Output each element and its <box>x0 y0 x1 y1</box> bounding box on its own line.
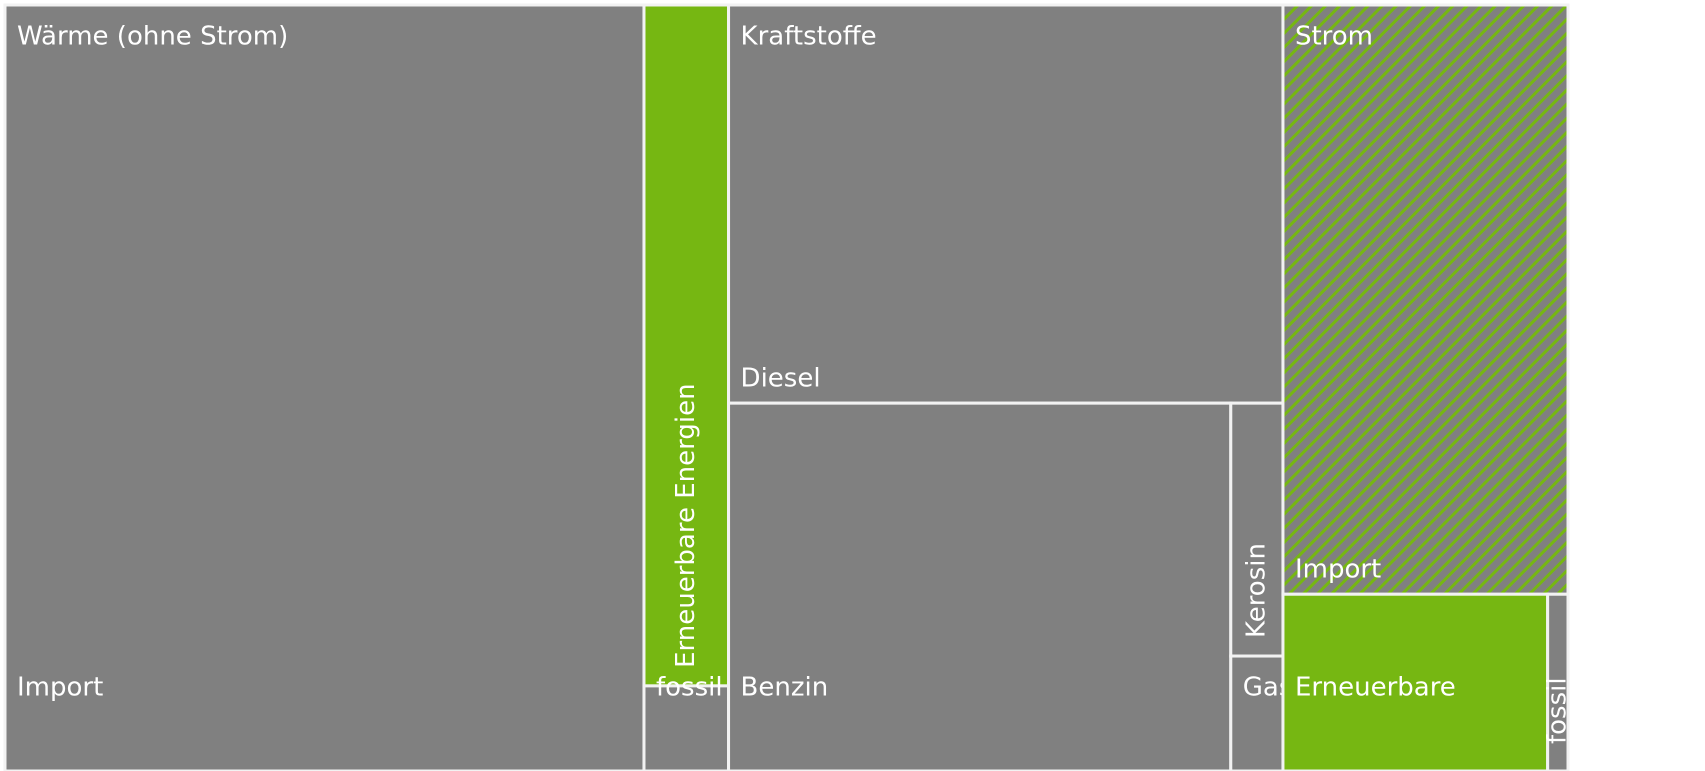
group-label: Wärme (ohne Strom) <box>17 22 288 52</box>
group-label: Strom <box>1295 22 1373 52</box>
group-label: Kraftstoffe <box>741 22 877 52</box>
treemap-tile <box>642 684 731 771</box>
treemap-tile <box>1229 654 1285 771</box>
treemap-tile <box>1281 592 1550 771</box>
tile-label: Benzin <box>741 673 829 703</box>
treemap-tile <box>3 3 646 771</box>
treemap-tile <box>642 3 731 688</box>
tile-label: fossil <box>656 673 723 703</box>
tile-label: Import <box>17 673 103 703</box>
treemap-tile <box>1281 3 1570 596</box>
tile-label: fossil <box>1542 677 1572 744</box>
tile-label: Diesel <box>741 364 821 394</box>
treemap-tile <box>1546 592 1570 771</box>
tile-label: Kerosin <box>1241 543 1271 638</box>
tile-label: Import <box>1295 555 1381 585</box>
tile-label: Erneuerbare Energien <box>671 383 701 667</box>
treemap-tile <box>727 3 1285 405</box>
treemap-tile <box>727 401 1233 771</box>
tile-label: Erneuerbare <box>1295 673 1456 703</box>
